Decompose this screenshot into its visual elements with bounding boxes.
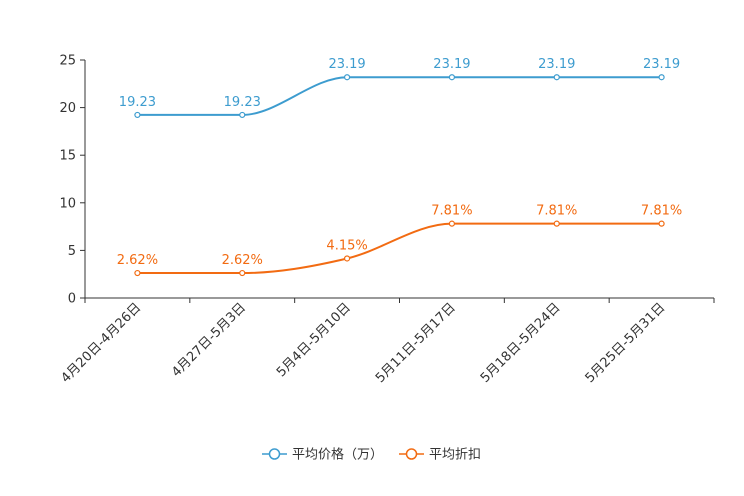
chart-axes: 0 5 10 15 20 25 4月20日-4月26日 4月27日-5月3日 5月4日-5月10… (58, 54, 715, 386)
data-label: 4.15% (326, 238, 367, 253)
data-label: 7.81% (641, 204, 682, 219)
x-tick-label: 4月27日-5月3日 (169, 300, 249, 380)
series-1: 19.23 19.23 23.19 23.19 23.19 23.19 (119, 57, 680, 119)
legend-item-1[interactable]: 平均价格（万） (262, 447, 383, 463)
data-point (448, 74, 456, 81)
data-point (134, 111, 141, 119)
data-point (343, 255, 351, 262)
data-point (448, 220, 456, 227)
legend-label: 平均折扣 (429, 448, 481, 463)
legend-marker-icon (405, 448, 418, 460)
data-label: 2.62% (117, 253, 158, 268)
y-tick-label: 5 (68, 244, 76, 259)
legend-marker-icon (268, 448, 281, 460)
y-tick-label: 20 (59, 101, 76, 116)
y-tick-label: 0 (68, 292, 76, 307)
data-point (658, 220, 665, 227)
data-label: 7.81% (536, 204, 577, 219)
data-label: 19.23 (224, 95, 261, 110)
x-tick-label: 4月20日-4月26日 (58, 300, 144, 386)
data-label: 19.23 (119, 95, 156, 110)
x-tick-label: 5月11日-5月17日 (373, 300, 459, 386)
x-tick-label: 5月18日-5月24日 (478, 300, 564, 386)
data-label: 23.19 (328, 57, 365, 72)
series-line (137, 76, 662, 116)
data-label: 23.19 (433, 57, 470, 72)
data-point (553, 74, 560, 81)
data-label: 23.19 (643, 57, 680, 72)
series-line (137, 222, 662, 275)
x-tick-label: 5月4日-5月10日 (274, 300, 354, 380)
data-point (239, 111, 246, 119)
data-label: 23.19 (538, 57, 575, 72)
y-tick-label: 10 (59, 196, 76, 211)
data-label: 2.62% (222, 253, 263, 268)
data-point (239, 269, 246, 277)
data-point (658, 74, 665, 81)
x-tick-label: 5月25日-5月31日 (583, 300, 669, 386)
y-tick-label: 25 (59, 54, 76, 69)
y-tick-label: 15 (59, 149, 76, 164)
legend-item-2[interactable]: 平均折扣 (399, 448, 481, 463)
series-2: 2.62% 2.62% 4.15% 7.81% 7.81% 7.81% (117, 204, 682, 277)
data-label: 7.81% (431, 204, 472, 219)
data-point (553, 220, 560, 227)
legend-label: 平均价格（万） (292, 447, 383, 463)
data-point (134, 269, 141, 277)
chart-legend[interactable]: 平均价格（万） 平均折扣 (262, 447, 481, 463)
data-point (343, 74, 351, 81)
